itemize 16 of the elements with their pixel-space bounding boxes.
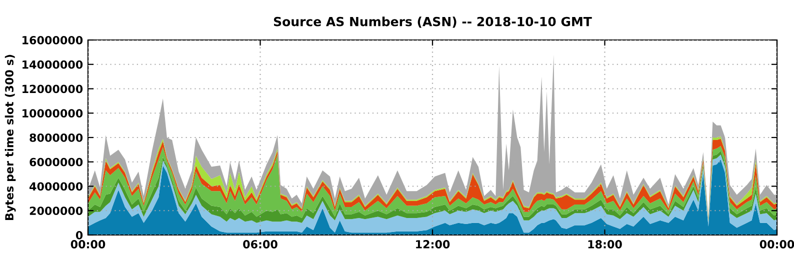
- x-tick-label: 12:00: [416, 240, 450, 248]
- x-tick-label: 00:00: [760, 240, 794, 248]
- y-axis-title: Bytes per time slot (300 s): [4, 54, 16, 220]
- y-tick-label: 14000000: [22, 60, 83, 69]
- y-tick-label: 12000000: [22, 84, 83, 94]
- x-tick-label: 00:00: [70, 240, 106, 248]
- chart-title: Source AS Numbers (ASN) -- 2018-10-10 GMT: [274, 16, 592, 28]
- y-tick-label: 0: [76, 230, 83, 240]
- x-tick-label: 06:00: [243, 240, 278, 248]
- y-tick-label: 6000000: [30, 158, 83, 166]
- y-tick-label: 16000000: [22, 36, 83, 44]
- y-tick-label: 2000000: [30, 206, 83, 216]
- y-tick-label: 4000000: [30, 182, 83, 191]
- x-tick-label: 18:00: [588, 240, 622, 248]
- y-tick-label: 10000000: [22, 109, 83, 118]
- y-tick-label: 8000000: [30, 133, 83, 142]
